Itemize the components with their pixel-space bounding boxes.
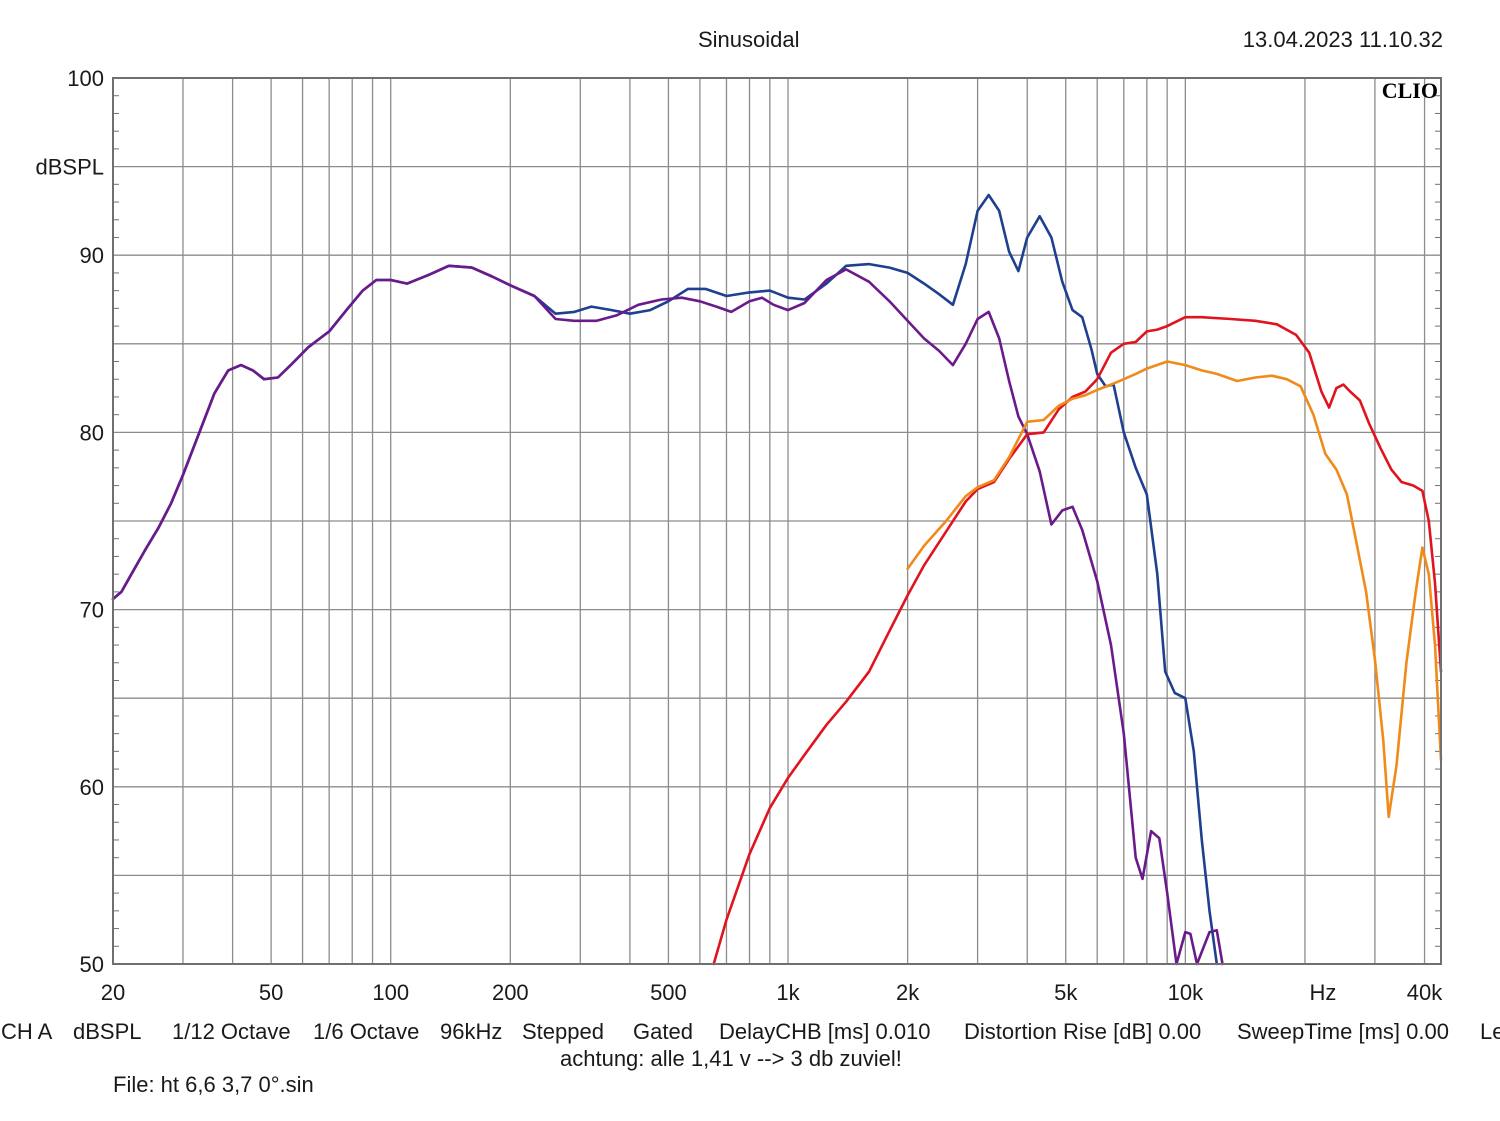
x-tick-label: 2k [896, 980, 920, 1005]
grid [113, 78, 1441, 964]
x-tick-label: 5k [1054, 980, 1078, 1005]
y-tick-label: 100 [67, 66, 104, 91]
x-tick-label: 500 [650, 980, 687, 1005]
y-tick-label: 60 [80, 775, 104, 800]
y-axis-label: dBSPL [36, 155, 105, 180]
setting-gate: Gated [633, 1019, 693, 1044]
y-tick-label: 90 [80, 243, 104, 268]
setting-sweep: SweepTime [ms] 0.00 [1237, 1019, 1449, 1044]
file-name: File: ht 6,6 3,7 0°.sin [113, 1072, 314, 1097]
timestamp: 13.04.2023 11.10.32 [1242, 27, 1443, 52]
x-tick-labels: 20 50 100 200 500 1k 2k 5k 10k 40k [101, 980, 1444, 1005]
x-tick-label: 10k [1168, 980, 1204, 1005]
curves [111, 193, 1443, 966]
series-line-1 [111, 193, 1219, 966]
setting-res2: 1/6 Octave [313, 1019, 420, 1044]
x-tick-label: 1k [776, 980, 800, 1005]
clio-logo: CLIO [1382, 78, 1438, 103]
setting-mode: Stepped [522, 1019, 604, 1044]
series-line-3 [712, 315, 1443, 966]
setting-trunc: Le [1480, 1019, 1500, 1044]
y-tick-labels: 100 90 80 70 60 50 [67, 66, 104, 977]
y-tick-label: 80 [80, 420, 104, 445]
series-line-4 [906, 360, 1443, 819]
y-tick-label: 70 [80, 598, 104, 623]
x-axis-unit-label: Hz [1310, 980, 1337, 1005]
x-tick-label: 100 [372, 980, 409, 1005]
setting-rate: 96kHz [440, 1019, 503, 1044]
setting-delay: DelayCHB [ms] 0.010 [719, 1019, 931, 1044]
y-tick-label: 50 [80, 952, 104, 977]
x-tick-label: 50 [259, 980, 283, 1005]
x-tick-label: 200 [492, 980, 529, 1005]
chart-title: Sinusoidal [698, 27, 800, 52]
setting-channel: CH A [1, 1019, 53, 1044]
series-line-2 [111, 264, 1224, 966]
plot-frame [112, 77, 1442, 965]
setting-res1: 1/12 Octave [172, 1019, 291, 1044]
setting-dist: Distortion Rise [dB] 0.00 [964, 1019, 1202, 1044]
note-text: achtung: alle 1,41 v --> 3 db zuviel! [560, 1046, 902, 1071]
x-tick-label: 40k [1407, 980, 1443, 1005]
setting-unit: dBSPL [73, 1019, 142, 1044]
x-tick-label: 20 [101, 980, 125, 1005]
